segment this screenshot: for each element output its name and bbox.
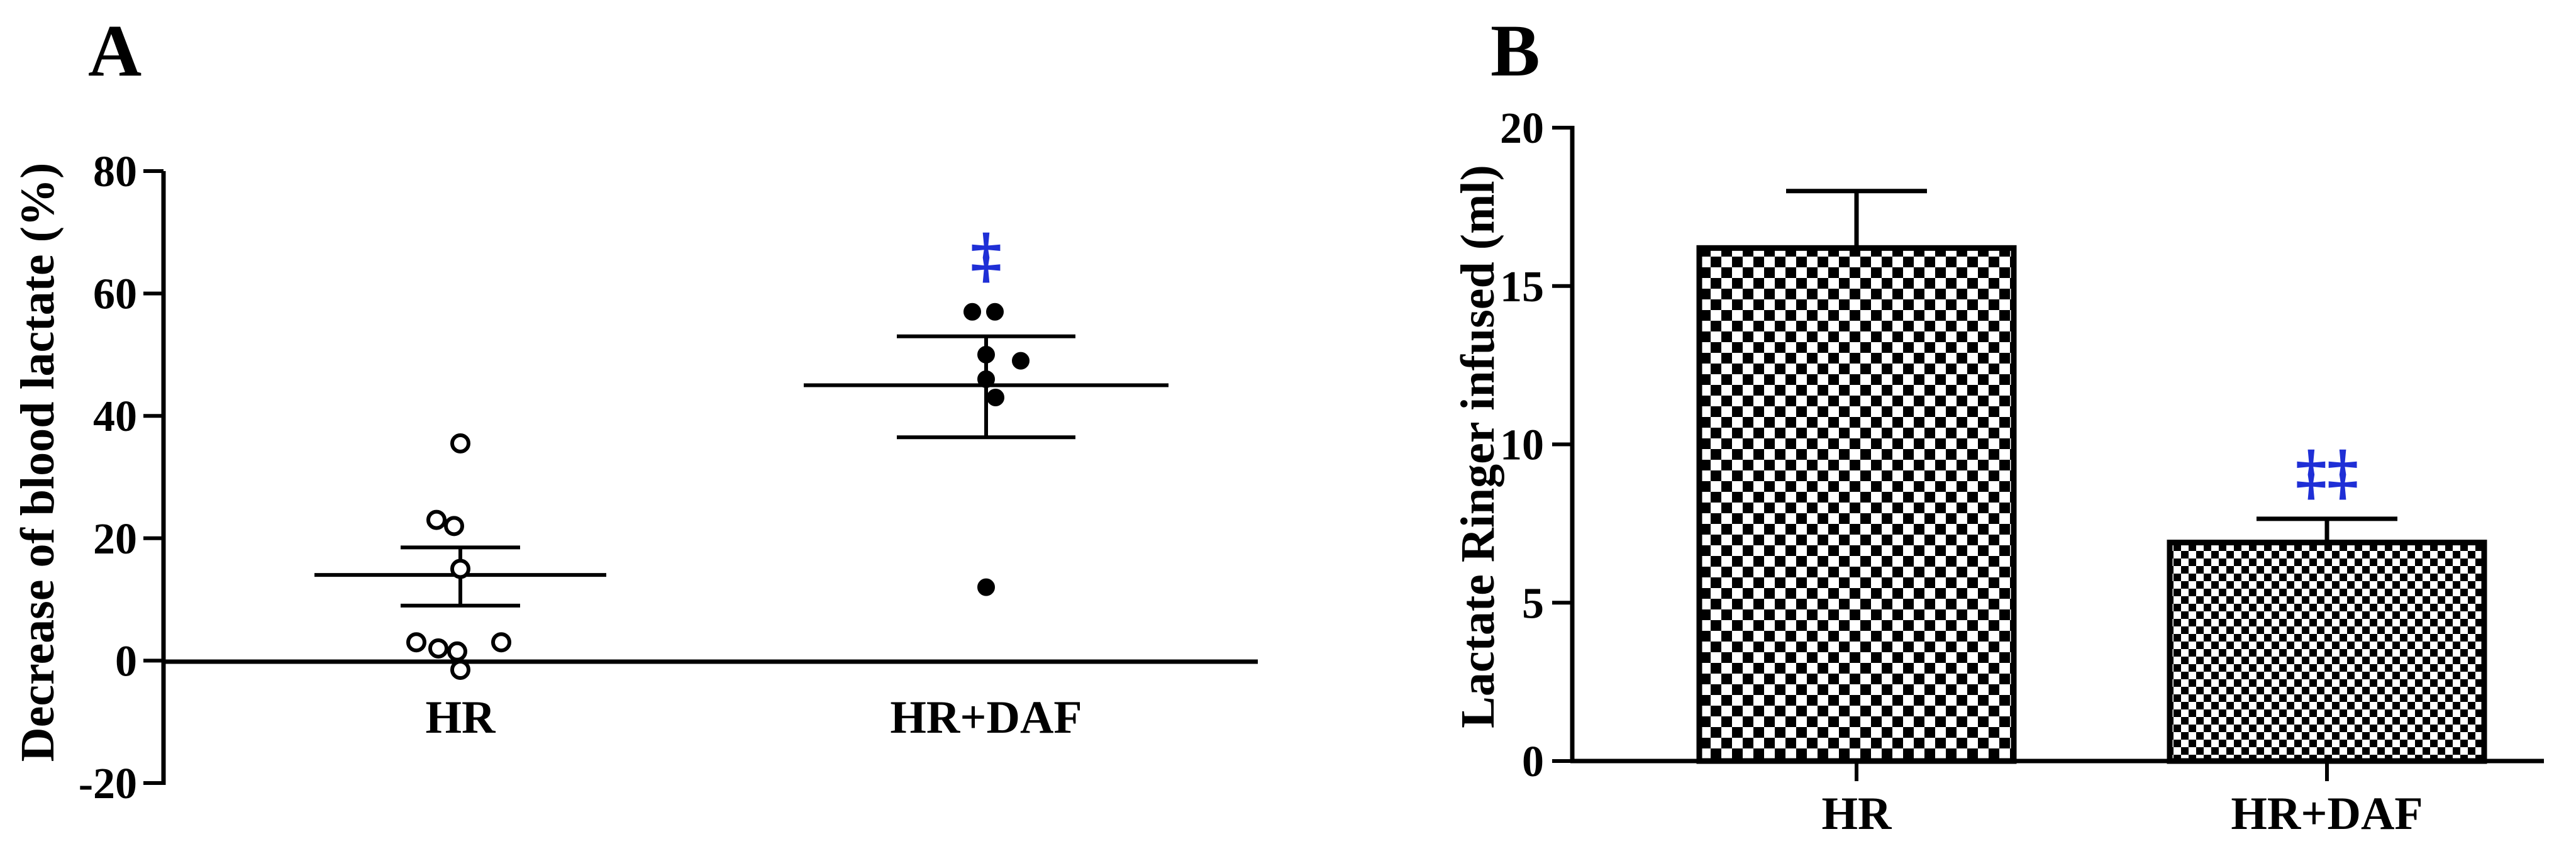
panel-b-error-bars — [1786, 189, 2397, 543]
panel-a-point-hr — [450, 659, 470, 680]
panel-a-y-ticks: 80 60 40 20 0 -20 — [79, 148, 164, 808]
panel-a-y-axis-label: Decrease of blood lactate (%) — [11, 163, 64, 762]
panel-b-significance-mark: ‡‡ — [2296, 437, 2358, 508]
panel-a-data-points — [406, 303, 1030, 680]
panel-b-y-ticks: 20 15 10 5 0 — [1500, 104, 1572, 786]
panel-b-y-axis-label: Lactate Ringer infused (ml) — [1452, 165, 1504, 728]
panel-b-bar-hr-daf — [2167, 540, 2487, 764]
panel-a-category-label-hr-daf: HR+DAF — [890, 692, 1082, 743]
panel-b-y-tick-label: 15 — [1500, 263, 1544, 311]
panel-a-point-hr — [426, 509, 447, 530]
panel-b-chart: B Lactate Ringer infused (ml) 20 15 10 5 0 H… — [1452, 9, 2544, 840]
panel-a-y-tick-label: 40 — [93, 392, 137, 441]
panel-a-category-label-hr: HR — [426, 692, 497, 743]
panel-a-point-hr-daf — [977, 370, 995, 388]
panel-b-category-label-hr-daf: HR+DAF — [2231, 788, 2423, 840]
panel-a-point-hr — [406, 632, 426, 653]
panel-a-y-tick-label: -20 — [79, 760, 137, 808]
panel-b-letter: B — [1491, 9, 1540, 92]
panel-a-point-hr-daf — [977, 578, 995, 596]
panel-a-point-hr-daf — [1012, 352, 1030, 370]
panel-a-point-hr-daf — [986, 303, 1004, 321]
panel-b-y-tick-label: 20 — [1500, 104, 1544, 153]
panel-b-category-label-hr: HR — [1822, 788, 1893, 840]
panel-a-point-hr — [450, 559, 470, 579]
panel-a-point-hr — [450, 433, 470, 453]
panel-a-y-tick-label: 80 — [93, 148, 137, 196]
panel-a-significance-mark: ‡ — [970, 220, 1002, 291]
panel-a-chart: A Decrease of blood lactate (%) 80 60 40 20… — [11, 9, 1258, 808]
panel-a-y-tick-label: 0 — [115, 637, 137, 686]
panel-b-bar-hr — [1696, 245, 2017, 764]
panel-a-mean-sem-bars — [314, 334, 1169, 608]
panel-a-y-tick-label: 60 — [93, 270, 137, 319]
panel-a-point-hr — [491, 632, 511, 653]
panel-b-bars — [1696, 245, 2487, 764]
panel-a-letter: A — [88, 9, 142, 92]
panel-b-x-ticks — [1855, 761, 2329, 781]
panel-a-point-hr-daf — [977, 345, 995, 364]
panel-b-y-tick-label: 5 — [1522, 579, 1544, 628]
panel-b-y-tick-label: 0 — [1522, 738, 1544, 786]
panel-a-point-hr — [428, 638, 448, 659]
panel-a-point-hr — [444, 516, 464, 536]
panel-a-point-hr — [447, 641, 467, 662]
panel-b-y-tick-label: 10 — [1500, 421, 1544, 470]
panel-a-point-hr-daf — [987, 389, 1004, 407]
panel-a-y-tick-label: 20 — [93, 515, 137, 564]
panel-a-point-hr-daf — [963, 303, 981, 321]
